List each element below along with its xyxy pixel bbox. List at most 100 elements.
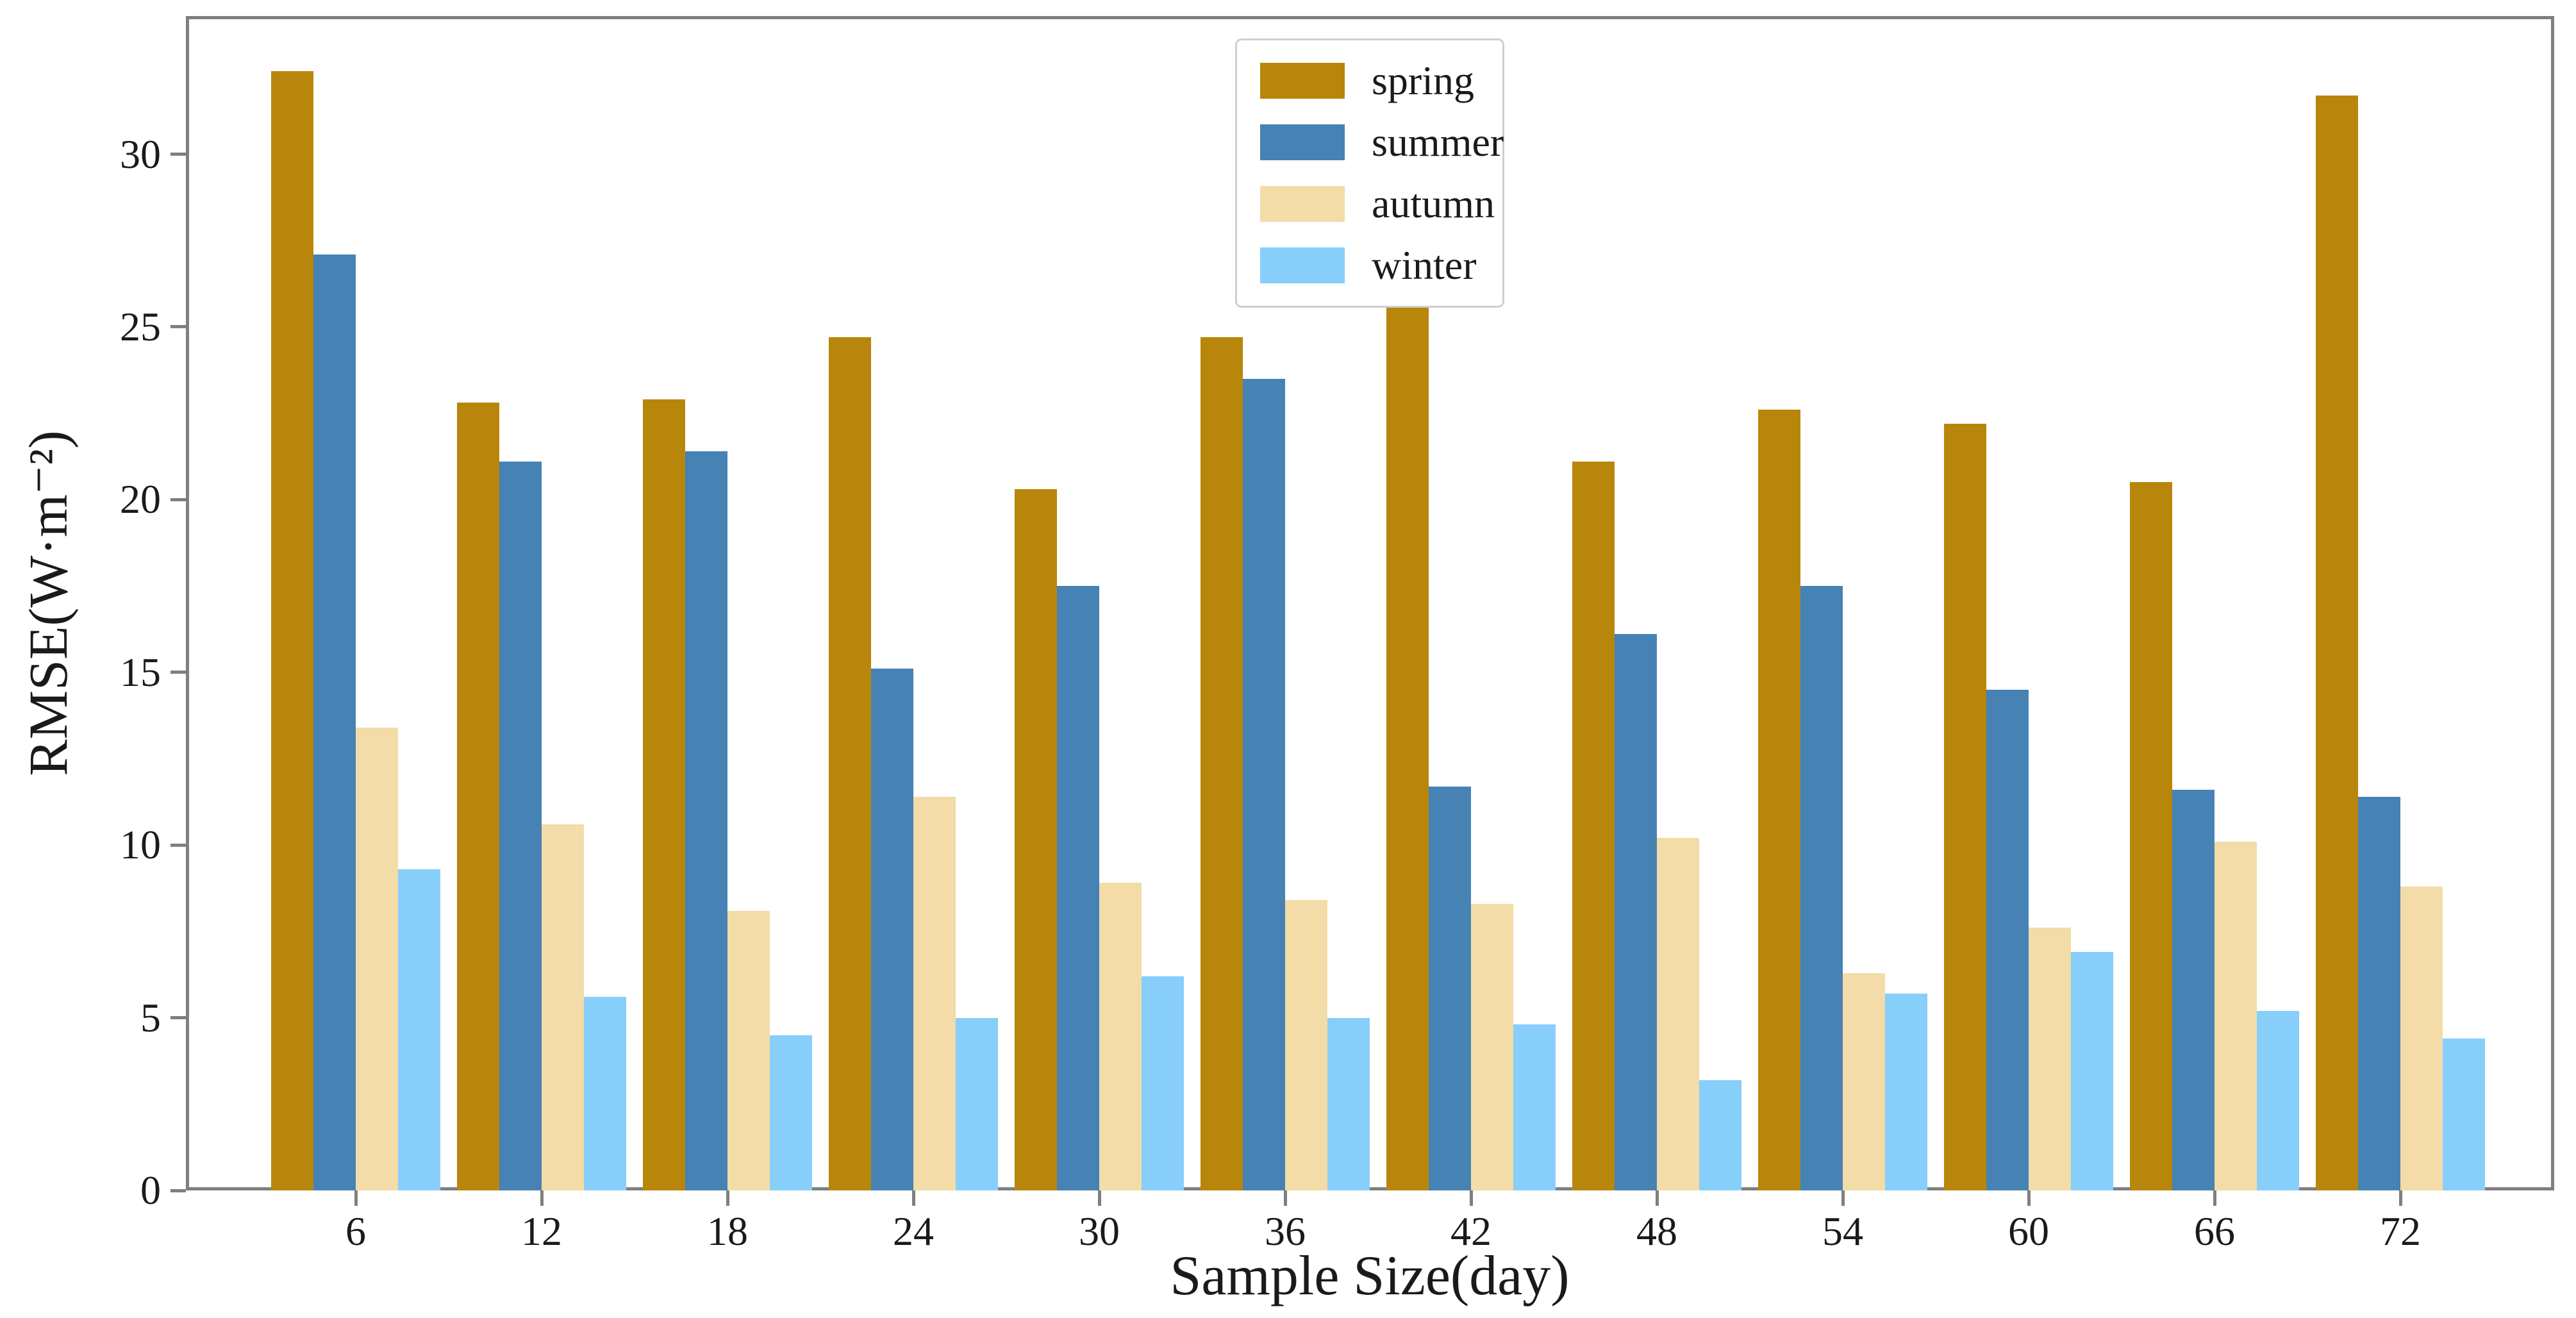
bar-autumn-48 bbox=[1657, 838, 1699, 1190]
bar-spring-54 bbox=[1758, 410, 1800, 1190]
bar-spring-48 bbox=[1572, 462, 1615, 1190]
bar-winter-54 bbox=[1885, 993, 1927, 1190]
x-tick-label: 18 bbox=[707, 1208, 748, 1254]
bar-summer-48 bbox=[1615, 634, 1657, 1190]
x-tick-label: 66 bbox=[2194, 1208, 2235, 1254]
legend-item-summer: summer bbox=[1260, 120, 1504, 165]
legend-label: winter bbox=[1372, 242, 1477, 288]
bar-summer-6 bbox=[313, 254, 356, 1190]
y-tick-mark bbox=[170, 325, 186, 329]
bar-spring-6 bbox=[271, 71, 313, 1190]
x-tick-mark bbox=[540, 1190, 544, 1206]
bar-winter-66 bbox=[2257, 1010, 2299, 1190]
bar-summer-42 bbox=[1429, 786, 1471, 1190]
legend: spring summer autumn winter bbox=[1235, 38, 1504, 308]
bar-spring-66 bbox=[2130, 482, 2172, 1190]
bar-winter-72 bbox=[2443, 1038, 2485, 1190]
bar-summer-72 bbox=[2358, 796, 2400, 1190]
y-tick-label: 15 bbox=[120, 649, 161, 695]
x-tick-label: 42 bbox=[1450, 1208, 1492, 1254]
y-tick-mark bbox=[170, 671, 186, 674]
y-axis-label: RMSE(W·m⁻²) bbox=[17, 430, 79, 776]
bar-winter-18 bbox=[770, 1035, 812, 1190]
x-tick-label: 54 bbox=[1822, 1208, 1863, 1254]
y-tick-label: 10 bbox=[120, 822, 161, 868]
x-tick-mark bbox=[354, 1190, 358, 1206]
x-tick-label: 24 bbox=[893, 1208, 934, 1254]
x-tick-mark bbox=[2027, 1190, 2031, 1206]
bar-summer-60 bbox=[1986, 689, 2029, 1190]
x-axis-label: Sample Size(day) bbox=[1170, 1245, 1570, 1307]
x-tick-label: 12 bbox=[521, 1208, 562, 1254]
legend-swatch-spring bbox=[1260, 63, 1345, 99]
y-tick-label: 30 bbox=[120, 131, 161, 177]
y-tick-label: 0 bbox=[140, 1167, 161, 1213]
x-tick-mark bbox=[2213, 1190, 2216, 1206]
bar-spring-12 bbox=[457, 403, 499, 1190]
bar-winter-48 bbox=[1699, 1080, 1741, 1190]
x-tick-mark bbox=[911, 1190, 915, 1206]
bar-summer-18 bbox=[685, 451, 727, 1190]
bar-winter-30 bbox=[1142, 976, 1184, 1190]
y-tick-mark bbox=[170, 497, 186, 501]
bar-autumn-60 bbox=[2029, 928, 2071, 1190]
bar-autumn-54 bbox=[1843, 972, 1885, 1190]
bar-autumn-42 bbox=[1471, 903, 1513, 1190]
y-tick-mark bbox=[170, 1016, 186, 1020]
legend-item-autumn: autumn bbox=[1260, 181, 1495, 226]
x-tick-label: 6 bbox=[345, 1208, 366, 1254]
y-tick-mark bbox=[170, 843, 186, 847]
bar-spring-60 bbox=[1944, 423, 1986, 1190]
legend-item-spring: spring bbox=[1260, 58, 1479, 103]
bar-autumn-12 bbox=[542, 824, 584, 1190]
bar-autumn-6 bbox=[356, 727, 398, 1190]
x-tick-label: 36 bbox=[1265, 1208, 1306, 1254]
x-tick-mark bbox=[1841, 1190, 1845, 1206]
legend-swatch-summer bbox=[1260, 124, 1345, 160]
y-tick-mark bbox=[170, 153, 186, 156]
bar-autumn-36 bbox=[1285, 900, 1327, 1190]
x-tick-mark bbox=[1283, 1190, 1287, 1206]
bar-winter-60 bbox=[2071, 952, 2113, 1190]
x-tick-mark bbox=[1469, 1190, 1473, 1206]
x-tick-mark bbox=[726, 1190, 729, 1206]
bar-autumn-24 bbox=[913, 796, 956, 1190]
x-tick-mark bbox=[1097, 1190, 1101, 1206]
bar-autumn-66 bbox=[2215, 841, 2257, 1190]
bar-spring-42 bbox=[1386, 288, 1429, 1190]
bar-autumn-18 bbox=[727, 910, 770, 1190]
bar-spring-30 bbox=[1015, 489, 1057, 1190]
y-tick-label: 20 bbox=[120, 476, 161, 522]
bar-summer-66 bbox=[2172, 789, 2215, 1190]
bar-spring-36 bbox=[1201, 337, 1243, 1190]
x-tick-label: 72 bbox=[2380, 1208, 2421, 1254]
bar-winter-12 bbox=[584, 997, 626, 1190]
bar-winter-6 bbox=[398, 869, 440, 1190]
y-tick-mark bbox=[170, 1189, 186, 1192]
legend-swatch-autumn bbox=[1260, 186, 1345, 222]
bar-spring-24 bbox=[829, 337, 871, 1190]
bar-autumn-30 bbox=[1099, 883, 1142, 1190]
legend-swatch-winter bbox=[1260, 247, 1345, 283]
bar-summer-54 bbox=[1800, 586, 1843, 1190]
y-tick-label: 5 bbox=[140, 994, 161, 1040]
x-tick-label: 48 bbox=[1636, 1208, 1677, 1254]
bar-spring-72 bbox=[2316, 95, 2358, 1190]
legend-label: autumn bbox=[1372, 181, 1495, 226]
bar-summer-30 bbox=[1057, 586, 1099, 1190]
x-tick-mark bbox=[2398, 1190, 2402, 1206]
x-tick-mark bbox=[1655, 1190, 1659, 1206]
y-tick-label: 25 bbox=[120, 303, 161, 349]
x-tick-label: 30 bbox=[1079, 1208, 1120, 1254]
bar-winter-42 bbox=[1513, 1024, 1556, 1190]
bar-spring-18 bbox=[643, 399, 685, 1190]
legend-label: spring bbox=[1372, 58, 1474, 103]
bar-summer-36 bbox=[1243, 378, 1285, 1190]
bar-summer-24 bbox=[871, 669, 913, 1190]
bar-summer-12 bbox=[499, 462, 542, 1190]
x-tick-label: 60 bbox=[2008, 1208, 2049, 1254]
bar-autumn-72 bbox=[2400, 886, 2443, 1190]
bar-winter-24 bbox=[956, 1017, 998, 1190]
legend-item-winter: winter bbox=[1260, 243, 1479, 288]
